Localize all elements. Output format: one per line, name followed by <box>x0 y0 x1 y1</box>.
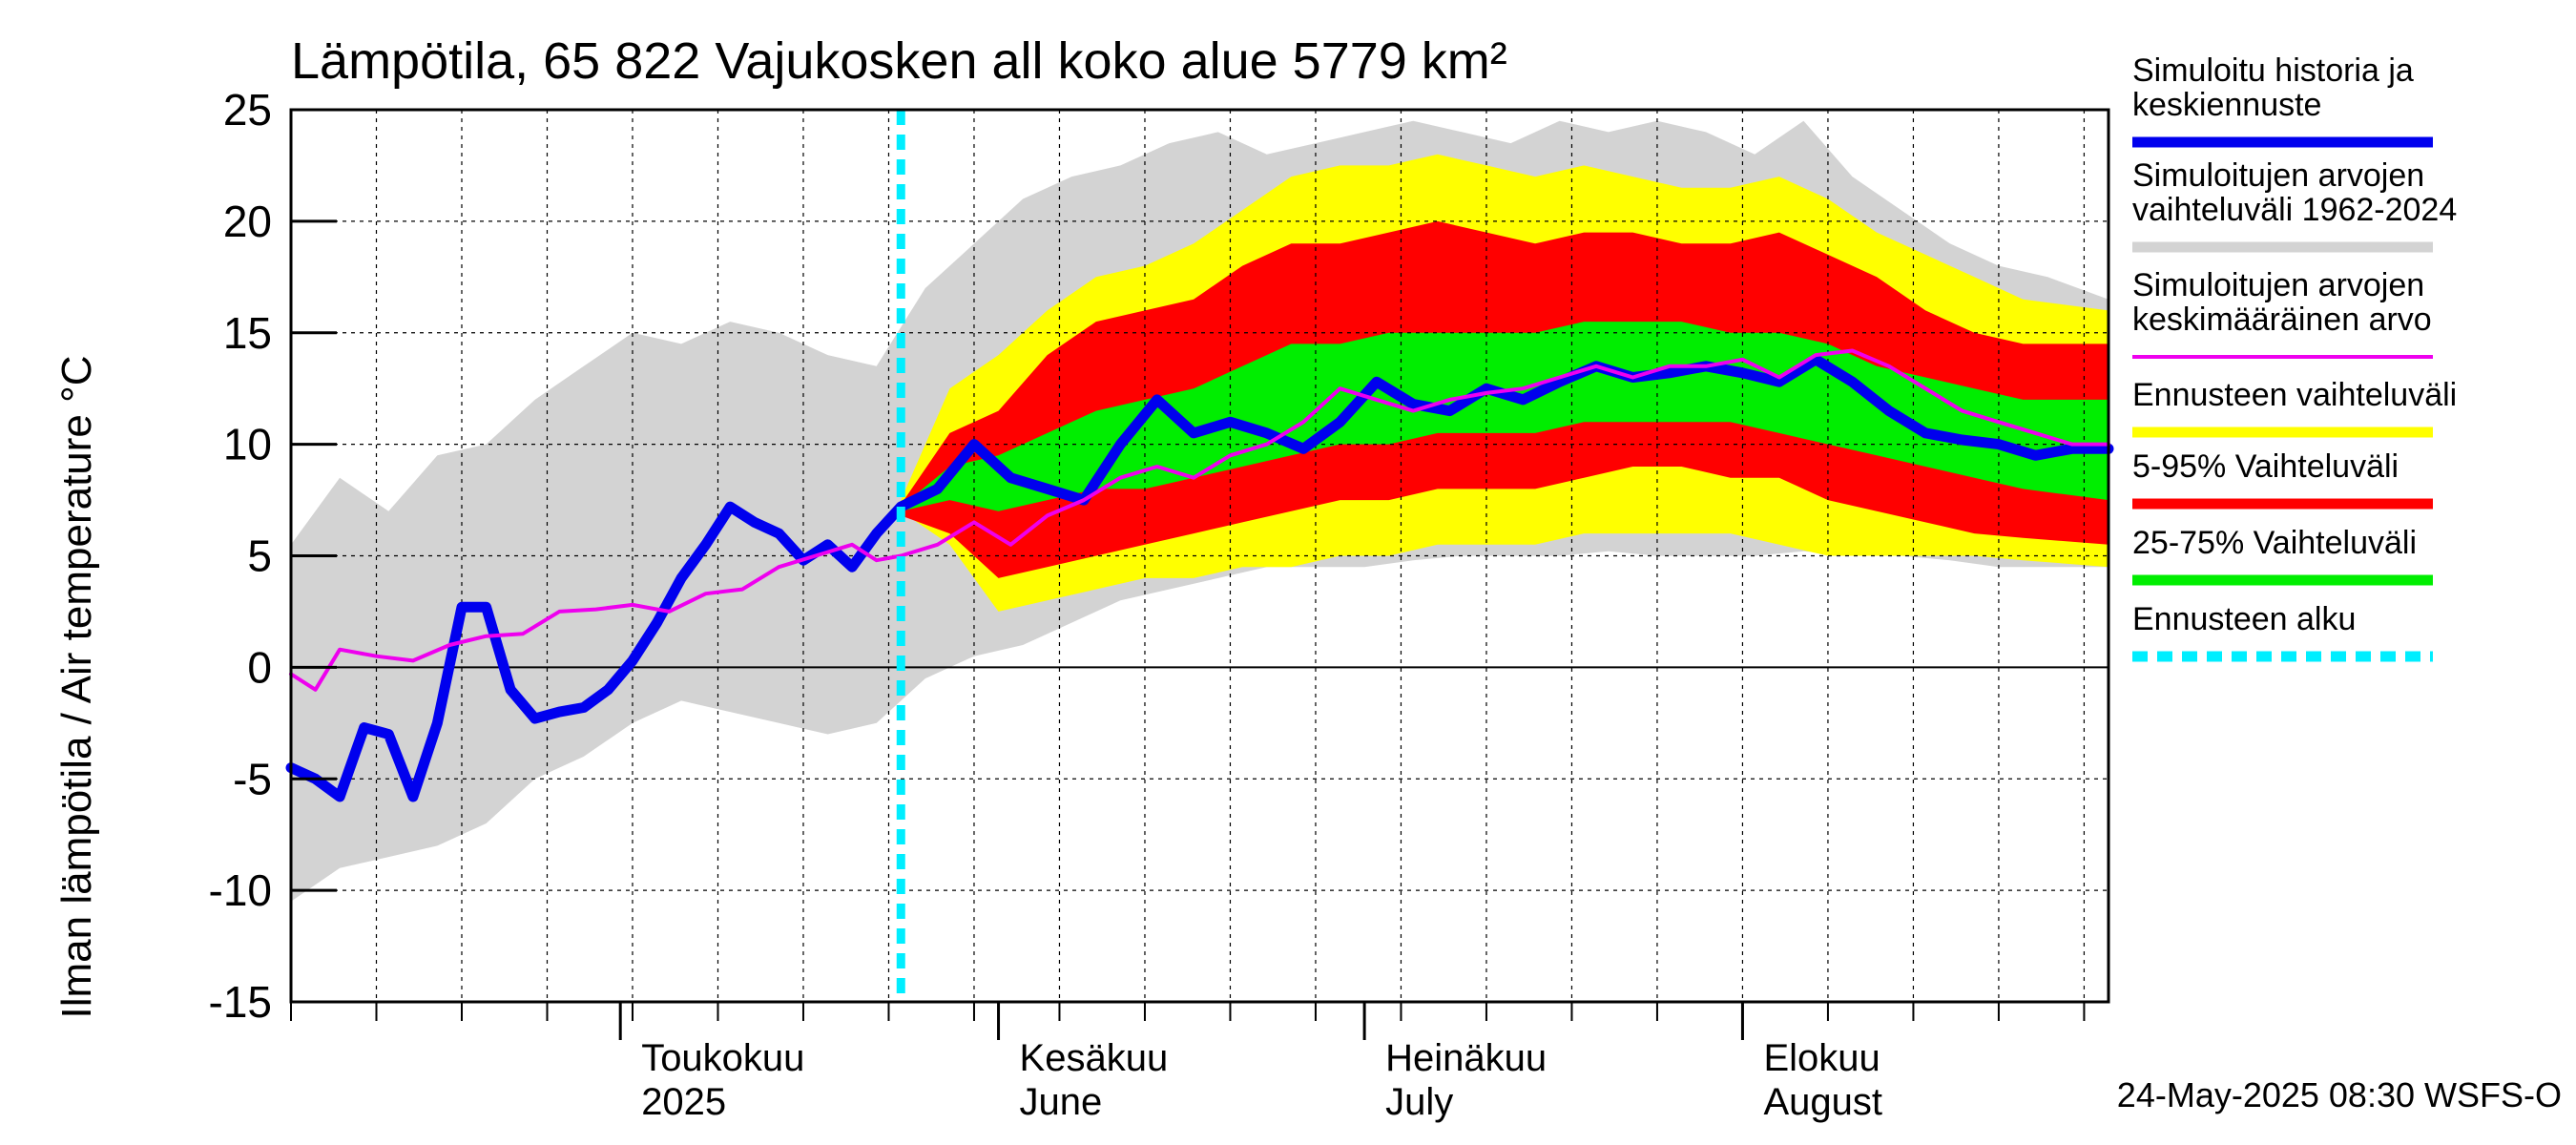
month-label: Kesäkuu <box>1020 1037 1169 1079</box>
y-tick-label: -15 <box>209 977 272 1027</box>
month-label-en: August <box>1763 1081 1882 1123</box>
y-tick-label: 20 <box>223 197 272 246</box>
legend-label: Simuloitujen arvojen <box>2132 267 2424 303</box>
y-tick-label: -5 <box>233 754 272 803</box>
footer-timestamp: 24-May-2025 08:30 WSFS-O <box>2117 1075 2562 1114</box>
legend-label: Simuloitu historia ja <box>2132 52 2414 89</box>
legend-label: keskimääräinen arvo <box>2132 302 2432 338</box>
plot-grid <box>291 109 2109 1003</box>
legend-label: 5-95% Vaihteluväli <box>2132 448 2399 485</box>
y-tick-label: 0 <box>247 642 272 692</box>
y-tick-label: 25 <box>223 85 272 135</box>
y-tick-label: 10 <box>223 420 272 469</box>
month-label: Elokuu <box>1763 1037 1880 1079</box>
plot-frame <box>289 108 2110 1004</box>
month-label-en: July <box>1385 1081 1453 1123</box>
historical-mean-line <box>289 348 2110 692</box>
month-label: Toukokuu <box>641 1037 804 1079</box>
legend-label: Ennusteen vaihteluväli <box>2132 377 2457 413</box>
plot-lines <box>285 110 2114 1002</box>
legend-label: 25-75% Vaihteluväli <box>2132 525 2417 561</box>
month-label-en: June <box>1020 1081 1103 1123</box>
y-tick-label: 15 <box>223 308 272 358</box>
legend-label: Ennusteen alku <box>2132 601 2356 637</box>
simulated-line <box>285 354 2114 802</box>
y-tick-label: 5 <box>247 531 272 581</box>
plot-bands <box>291 120 2109 902</box>
legend-label: keskiennuste <box>2132 87 2321 123</box>
y-tick-label: -10 <box>209 865 272 915</box>
month-label-en: 2025 <box>641 1081 726 1123</box>
month-label: Heinäkuu <box>1385 1037 1547 1079</box>
legend-label: vaihteluväli 1962-2024 <box>2132 192 2457 228</box>
legend-label: Simuloitujen arvojen <box>2132 157 2424 194</box>
plot-axes: -15-10-50510152025Toukokuu2025KesäkuuJun… <box>209 85 2110 1123</box>
y-axis-label: Ilman lämpötila / Air temperature °C <box>53 356 100 1019</box>
chart-title: Lämpötila, 65 822 Vajukosken all koko al… <box>291 32 1507 90</box>
